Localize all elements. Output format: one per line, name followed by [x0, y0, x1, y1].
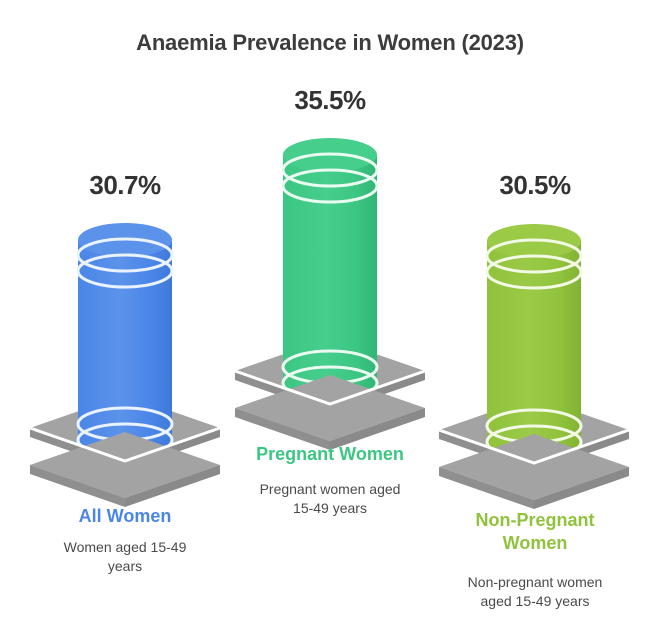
value-label-all-women: 30.7%	[89, 170, 161, 200]
chart-column-non-pregnant-women: 30.5%	[410, 0, 660, 642]
cylinder-glyph-non-pregnant-women	[410, 0, 660, 642]
chart-title: Anaemia Prevalence in Women (2023)	[136, 30, 524, 55]
category-label-all-women: All Women	[78, 506, 172, 526]
category-label-pregnant-women: Pregnant Women	[256, 444, 404, 464]
description-pregnant-women-line1: Pregnant women aged	[259, 481, 401, 497]
description-pregnant-women-line2: 15-49 years	[293, 500, 367, 516]
category-label-non-pregnant-women-line2: Women	[502, 533, 568, 553]
value-label-pregnant-women: 35.5%	[294, 85, 366, 115]
value-label-non-pregnant-women: 30.5%	[499, 170, 571, 200]
category-label-non-pregnant-women: Non-Pregnant	[475, 510, 595, 530]
chart-column-pregnant-women: 35.5%	[205, 0, 455, 642]
cylinder-glyph-all-women	[0, 0, 250, 642]
description-non-pregnant-women-line1: Non-pregnant women	[467, 574, 603, 590]
description-all-women-line1: Women aged 15-49	[63, 539, 187, 555]
chart-column-all-women: 30.7%	[0, 0, 250, 642]
cylinder-glyph-pregnant-women	[205, 0, 455, 642]
description-all-women-line2: years	[107, 558, 143, 574]
description-non-pregnant-women-line2: aged 15-49 years	[480, 593, 590, 609]
